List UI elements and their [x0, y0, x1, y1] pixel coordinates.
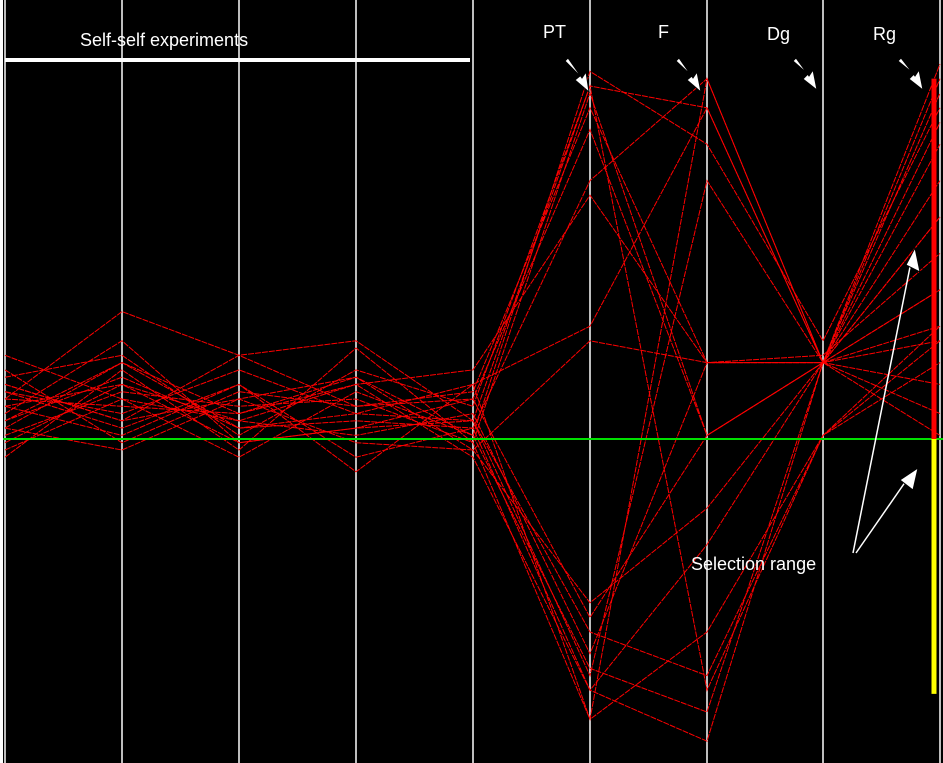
series-layer: [4, 63, 941, 742]
group-label: Self-self experiments: [80, 30, 248, 50]
series-line-17: [4, 361, 941, 713]
arrow-f: [675, 57, 702, 94]
series-line-14: [4, 362, 941, 692]
arrow-pt: [564, 57, 590, 94]
plot-canvas: Self-self experiments PT F Dg Rg Selecti…: [3, 0, 943, 763]
axes-layer: [4, 0, 941, 763]
arrowhead-upper: [905, 246, 921, 273]
axis-label-pt: PT: [543, 22, 566, 42]
series-line-12: [4, 122, 941, 678]
annotation-arrows: [564, 57, 924, 554]
series-line-6: [4, 194, 941, 422]
arrowhead-lower: [899, 466, 919, 491]
series-line-18: [4, 362, 941, 656]
series-line-8: [4, 106, 941, 415]
axis-label-rg: Rg: [873, 24, 896, 44]
selection-label: Selection range: [691, 554, 816, 574]
series-line-20: [4, 340, 941, 677]
parallel-coordinates-plot: Self-self experiments PT F Dg Rg Selecti…: [3, 0, 943, 763]
series-line-10: [4, 84, 941, 692]
arrow-line-upper: [852, 261, 912, 554]
arrow-rg: [897, 57, 924, 92]
series-line-15: [4, 63, 941, 742]
axis-label-dg: Dg: [767, 24, 790, 44]
axis-label-f: F: [658, 22, 669, 42]
series-line-2: [4, 70, 941, 437]
series-line-19: [4, 289, 941, 604]
arrow-dg: [792, 57, 818, 92]
arrow-line-lower: [855, 477, 909, 554]
series-line-16: [4, 216, 941, 619]
